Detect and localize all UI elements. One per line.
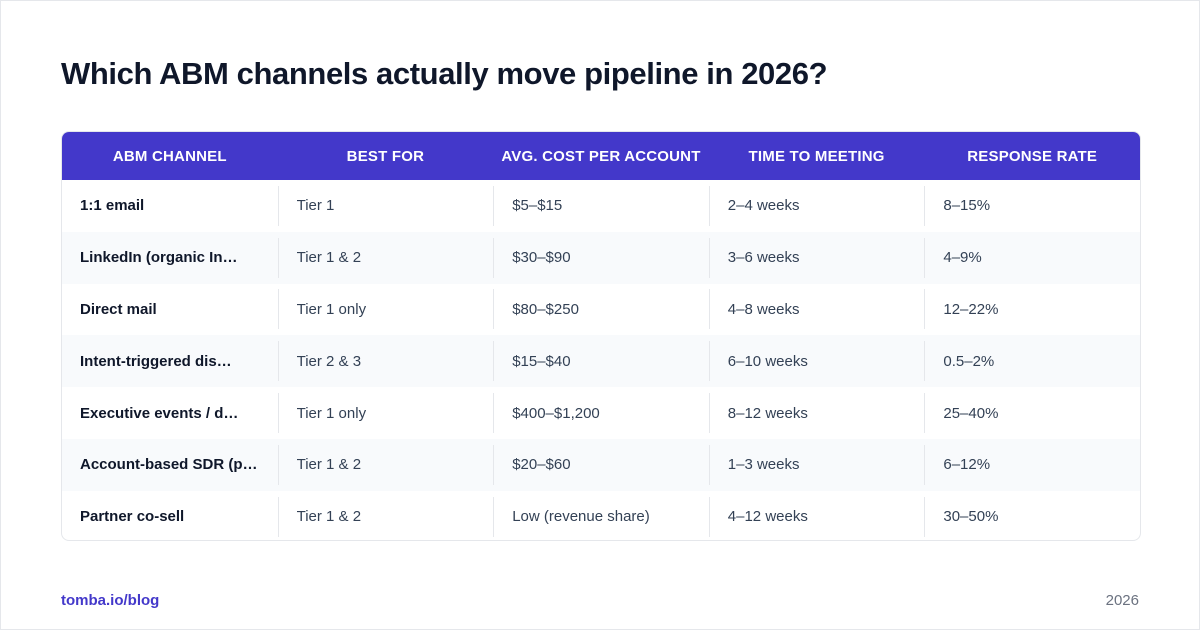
cell-cost: $80–$250 (493, 289, 709, 330)
comparison-table: ABM CHANNEL BEST FOR AVG. COST PER ACCOU… (61, 131, 1141, 541)
table-row: Intent-triggered dis… Tier 2 & 3 $15–$40… (62, 335, 1140, 388)
cell-channel: Account-based SDR (p… (80, 456, 258, 474)
table-header: ABM CHANNEL BEST FOR AVG. COST PER ACCOU… (62, 132, 1140, 180)
cell-time: 4–12 weeks (708, 496, 925, 537)
header-avg-cost: AVG. COST PER ACCOUNT (501, 147, 701, 165)
cell-time: 3–6 weeks (708, 237, 925, 278)
cell-cost: $20–$60 (493, 444, 709, 485)
cell-response: 4–9% (924, 237, 1140, 278)
cell-channel: Direct mail (80, 300, 157, 318)
cell-best-for: Tier 1 (277, 185, 494, 226)
cell-response: 30–50% (924, 496, 1140, 537)
cell-best-for: Tier 1 & 2 (277, 444, 494, 485)
cell-response: 12–22% (924, 289, 1140, 330)
header-abm-channel: ABM CHANNEL (112, 147, 227, 165)
cell-cost: Low (revenue share) (493, 496, 709, 537)
page-title: Which ABM channels actually move pipelin… (61, 56, 828, 91)
cell-cost: $30–$90 (493, 237, 709, 278)
cell-channel: Intent-triggered dis… (80, 352, 232, 370)
cell-response: 6–12% (924, 444, 1140, 485)
cell-best-for: Tier 1 & 2 (277, 496, 494, 537)
cell-time: 4–8 weeks (708, 289, 925, 330)
header-time-to-meeting: TIME TO MEETING (748, 147, 885, 165)
cell-cost: $400–$1,200 (493, 393, 709, 434)
cell-time: 6–10 weeks (708, 341, 925, 382)
header-best-for: BEST FOR (346, 147, 425, 165)
header-response-rate: RESPONSE RATE (967, 147, 1098, 165)
cell-time: 1–3 weeks (708, 444, 925, 485)
cell-cost: $5–$15 (493, 185, 709, 226)
cell-response: 0.5–2% (924, 341, 1140, 382)
cell-cost: $15–$40 (493, 341, 709, 382)
cell-channel: Executive events / d… (80, 404, 239, 422)
table-row: 1:1 email Tier 1 $5–$15 2–4 weeks 8–15% (62, 180, 1140, 232)
cell-best-for: Tier 1 only (277, 393, 494, 434)
cell-best-for: Tier 2 & 3 (277, 341, 494, 382)
cell-best-for: Tier 1 & 2 (277, 237, 494, 278)
cell-response: 25–40% (924, 393, 1140, 434)
cell-time: 8–12 weeks (708, 393, 925, 434)
cell-channel: LinkedIn (organic In… (80, 249, 238, 267)
table-row: LinkedIn (organic In… Tier 1 & 2 $30–$90… (62, 231, 1140, 284)
cell-response: 8–15% (924, 185, 1140, 226)
table-row: Partner co-sell Tier 1 & 2 Low (revenue … (62, 491, 1140, 540)
cell-channel: Partner co-sell (80, 508, 185, 526)
table-row: Executive events / d… Tier 1 only $400–$… (62, 387, 1140, 439)
cell-channel: 1:1 email (80, 197, 145, 215)
cell-time: 2–4 weeks (708, 185, 925, 226)
source-link[interactable]: tomba.io/blog (61, 592, 160, 609)
footer-year: 2026 (1105, 592, 1139, 609)
cell-best-for: Tier 1 only (277, 289, 494, 330)
table-row: Direct mail Tier 1 only $80–$250 4–8 wee… (62, 284, 1140, 336)
table-row: Account-based SDR (p… Tier 1 & 2 $20–$60… (62, 438, 1140, 491)
